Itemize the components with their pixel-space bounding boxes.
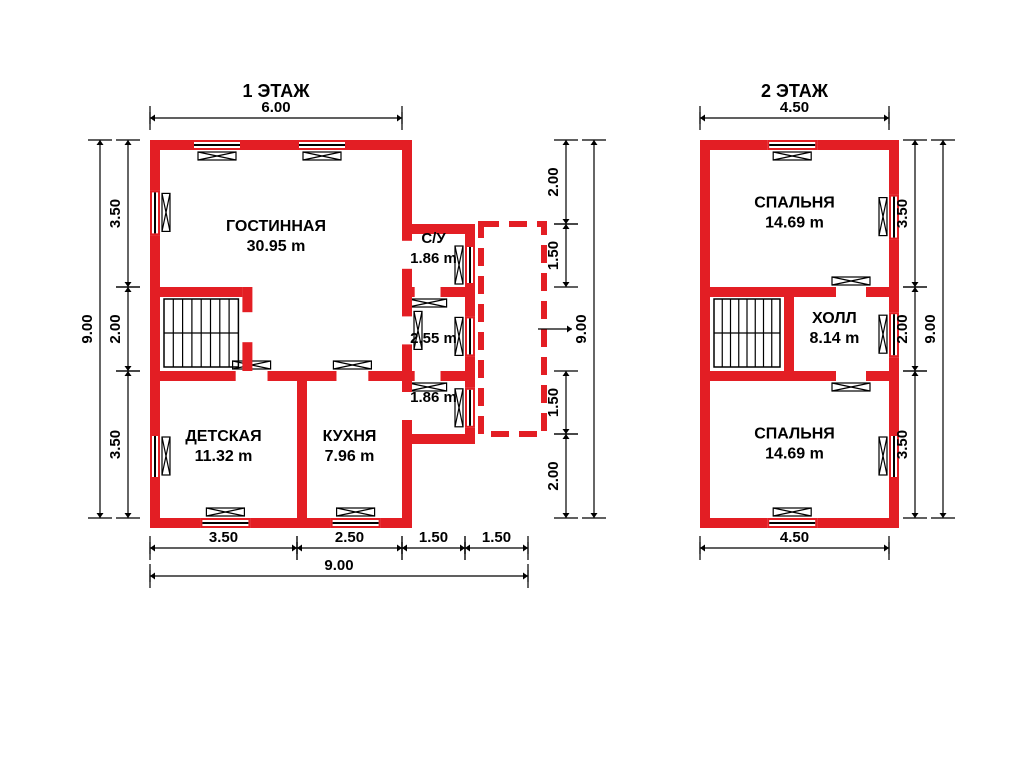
svg-text:ДЕТСКАЯ: ДЕТСКАЯ: [185, 428, 261, 445]
svg-text:С/У: С/У: [421, 230, 446, 247]
svg-text:4.50: 4.50: [780, 529, 809, 546]
svg-text:2.00: 2.00: [107, 314, 124, 343]
svg-text:ГОСТИННАЯ: ГОСТИННАЯ: [226, 218, 326, 235]
svg-text:9.00: 9.00: [573, 314, 590, 343]
svg-text:14.69 m: 14.69 m: [765, 215, 824, 232]
svg-text:2 ЭТАЖ: 2 ЭТАЖ: [761, 81, 829, 101]
floor-2: 2 ЭТАЖ СПАЛЬНЯ 14.69 m ХОЛЛ 8.14 m СПАЛЬНЯ 14.…: [700, 81, 955, 560]
svg-text:1.50: 1.50: [545, 388, 562, 417]
svg-text:14.69 m: 14.69 m: [765, 446, 824, 463]
svg-text:2.00: 2.00: [894, 314, 911, 343]
svg-text:9.00: 9.00: [79, 314, 96, 343]
svg-text:СПАЛЬНЯ: СПАЛЬНЯ: [754, 195, 835, 212]
svg-text:2.50: 2.50: [335, 529, 364, 546]
svg-text:1.50: 1.50: [482, 529, 511, 546]
svg-text:1 ЭТАЖ: 1 ЭТАЖ: [243, 81, 311, 101]
svg-text:7.96 m: 7.96 m: [325, 448, 375, 465]
svg-text:3.50: 3.50: [209, 529, 238, 546]
svg-text:30.95 m: 30.95 m: [247, 238, 306, 255]
svg-text:3.50: 3.50: [894, 430, 911, 459]
svg-text:КУХНЯ: КУХНЯ: [323, 428, 377, 445]
svg-text:2.00: 2.00: [545, 461, 562, 490]
svg-text:8.14 m: 8.14 m: [809, 330, 859, 347]
svg-text:3.50: 3.50: [894, 199, 911, 228]
svg-text:2.00: 2.00: [545, 167, 562, 196]
svg-text:2.55 m: 2.55 m: [410, 330, 457, 347]
svg-text:1.50: 1.50: [545, 241, 562, 270]
svg-text:1.86 m: 1.86 m: [410, 250, 457, 267]
svg-text:1.50: 1.50: [419, 529, 448, 546]
svg-text:3.50: 3.50: [107, 430, 124, 459]
svg-text:9.00: 9.00: [324, 557, 353, 574]
svg-text:СПАЛЬНЯ: СПАЛЬНЯ: [754, 426, 835, 443]
svg-text:ХОЛЛ: ХОЛЛ: [812, 310, 857, 327]
svg-text:1.86 m: 1.86 m: [410, 389, 457, 406]
svg-text:11.32 m: 11.32 m: [195, 448, 253, 465]
svg-text:6.00: 6.00: [261, 99, 290, 116]
floorplan-diagram: 1 ЭТАЖ ГОСТИННАЯ 30.95 m ДЕТСКАЯ 11.32 m КУХН…: [0, 0, 1024, 768]
svg-text:4.50: 4.50: [780, 99, 809, 116]
floor-1: 1 ЭТАЖ ГОСТИННАЯ 30.95 m ДЕТСКАЯ 11.32 m КУХН…: [79, 81, 606, 588]
svg-text:3.50: 3.50: [107, 199, 124, 228]
svg-text:9.00: 9.00: [922, 314, 939, 343]
